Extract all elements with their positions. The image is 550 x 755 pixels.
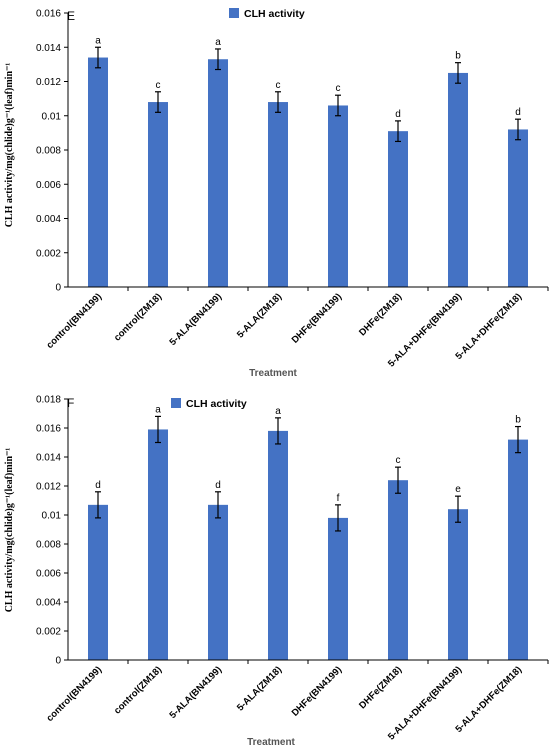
bar	[508, 129, 528, 287]
significance-letter: c	[276, 80, 281, 91]
x-tick-label: 5-ALA+DHFe(ZM18)	[453, 291, 524, 362]
x-tick-label: control(ZM18)	[112, 291, 164, 343]
bar	[508, 439, 528, 660]
y-tick-label: 0.006	[36, 180, 61, 191]
y-tick-label: 0.014	[36, 43, 61, 54]
y-tick-label: 0.012	[36, 77, 61, 88]
x-tick-label: control(BN4199)	[44, 291, 104, 351]
y-tick-label: 0	[55, 283, 61, 294]
x-tick-label: 5-ALA(BN4199)	[167, 291, 224, 348]
y-axis-title: CLH activity/mg(chlide)g⁻¹(leaf)min⁻¹	[4, 448, 15, 613]
bar	[388, 480, 408, 660]
bar	[208, 59, 228, 287]
significance-letter: d	[95, 480, 101, 491]
significance-letter: a	[275, 406, 281, 417]
bar	[268, 430, 288, 660]
significance-letter: f	[337, 493, 340, 504]
x-tick-label: 5-ALA(ZM18)	[235, 291, 284, 340]
bar	[328, 105, 348, 287]
legend-swatch	[229, 8, 239, 18]
y-tick-label: 0.004	[36, 214, 61, 225]
x-axis: control(BN4199) control(ZM18) 5-ALA(BN4199…	[44, 659, 549, 742]
chart-panel-f: F CLH activity CLH activity/mg(chlide)g⁻…	[4, 395, 549, 748]
significance-letter: b	[515, 415, 521, 426]
bar	[388, 131, 408, 287]
legend: CLH activity	[171, 398, 247, 410]
x-tick-label: DHFe(BN4199)	[290, 291, 344, 345]
x-tick-label: 5-ALA(ZM18)	[235, 664, 284, 713]
x-tick-label: control(BN4199)	[44, 664, 104, 724]
significance-letter: a	[95, 35, 101, 46]
significance-letter: a	[155, 404, 161, 415]
panel-letter: F	[67, 396, 74, 410]
bar	[148, 429, 168, 660]
x-axis-title: Treatment	[247, 737, 295, 748]
bars: a c a c c d b d	[88, 35, 528, 288]
significance-letter: a	[215, 37, 221, 48]
y-tick-label: 0.016	[36, 9, 61, 20]
bar	[268, 102, 288, 287]
y-tick-label: 0.002	[36, 627, 61, 638]
x-tick-label: control(ZM18)	[112, 664, 164, 716]
legend-label: CLH activity	[186, 398, 247, 410]
y-tick-label: 0.008	[36, 540, 61, 551]
legend: CLH activity	[229, 8, 305, 20]
y-axis-title: CLH activity/mg(chlide)g⁻¹(leaf)min⁻¹	[4, 63, 15, 228]
y-tick-label: 0.01	[42, 511, 62, 522]
bar	[448, 72, 468, 287]
x-axis: control(BN4199) control(ZM18) 5-ALA(BN4199…	[44, 286, 549, 369]
panel-letter: E	[67, 9, 75, 23]
bar	[448, 509, 468, 660]
x-tick-label: DHFe(BN4199)	[290, 664, 344, 718]
legend-label: CLH activity	[244, 8, 305, 20]
bars: d a d a f c e b	[88, 404, 528, 660]
x-tick-label: 5-ALA(BN4199)	[167, 664, 224, 721]
legend-swatch	[171, 398, 181, 408]
y-tick-label: 0.018	[36, 395, 61, 406]
y-tick-label: 0.012	[36, 482, 61, 493]
y-axis: 0 0.002 0.004 0.006 0.008 0.01 0.012 0.014 0.016	[36, 9, 69, 294]
y-tick-label: 0.008	[36, 146, 61, 157]
y-tick-label: 0.014	[36, 453, 61, 464]
bar	[328, 517, 348, 660]
significance-letter: d	[515, 107, 521, 118]
x-axis-title: Treatment	[249, 368, 297, 379]
significance-letter: e	[455, 484, 461, 495]
significance-letter: c	[156, 80, 161, 91]
bar	[88, 504, 108, 660]
significance-letter: b	[455, 51, 461, 62]
significance-letter: d	[215, 480, 221, 491]
y-tick-label: 0.01	[42, 111, 62, 122]
y-tick-label: 0.016	[36, 424, 61, 435]
y-tick-label: 0	[55, 656, 61, 667]
x-tick-label: DHFe(ZM18)	[357, 291, 404, 338]
significance-letter: c	[396, 455, 401, 466]
y-tick-label: 0.002	[36, 248, 61, 259]
bar	[208, 504, 228, 660]
significance-letter: d	[395, 109, 401, 120]
y-axis: 0 0.002 0.004 0.006 0.008 0.01 0.012 0.014 0.016…	[36, 395, 69, 667]
bar	[88, 57, 108, 288]
significance-letter: c	[336, 83, 341, 94]
chart-panel-e: E CLH activity CLH activity/mg(chlide)g⁻…	[4, 8, 549, 379]
x-tick-label: DHFe(ZM18)	[357, 664, 404, 711]
x-tick-label: 5-ALA+DHFe(ZM18)	[453, 664, 524, 735]
y-tick-label: 0.006	[36, 569, 61, 580]
y-tick-label: 0.004	[36, 598, 61, 609]
bar	[148, 102, 168, 287]
